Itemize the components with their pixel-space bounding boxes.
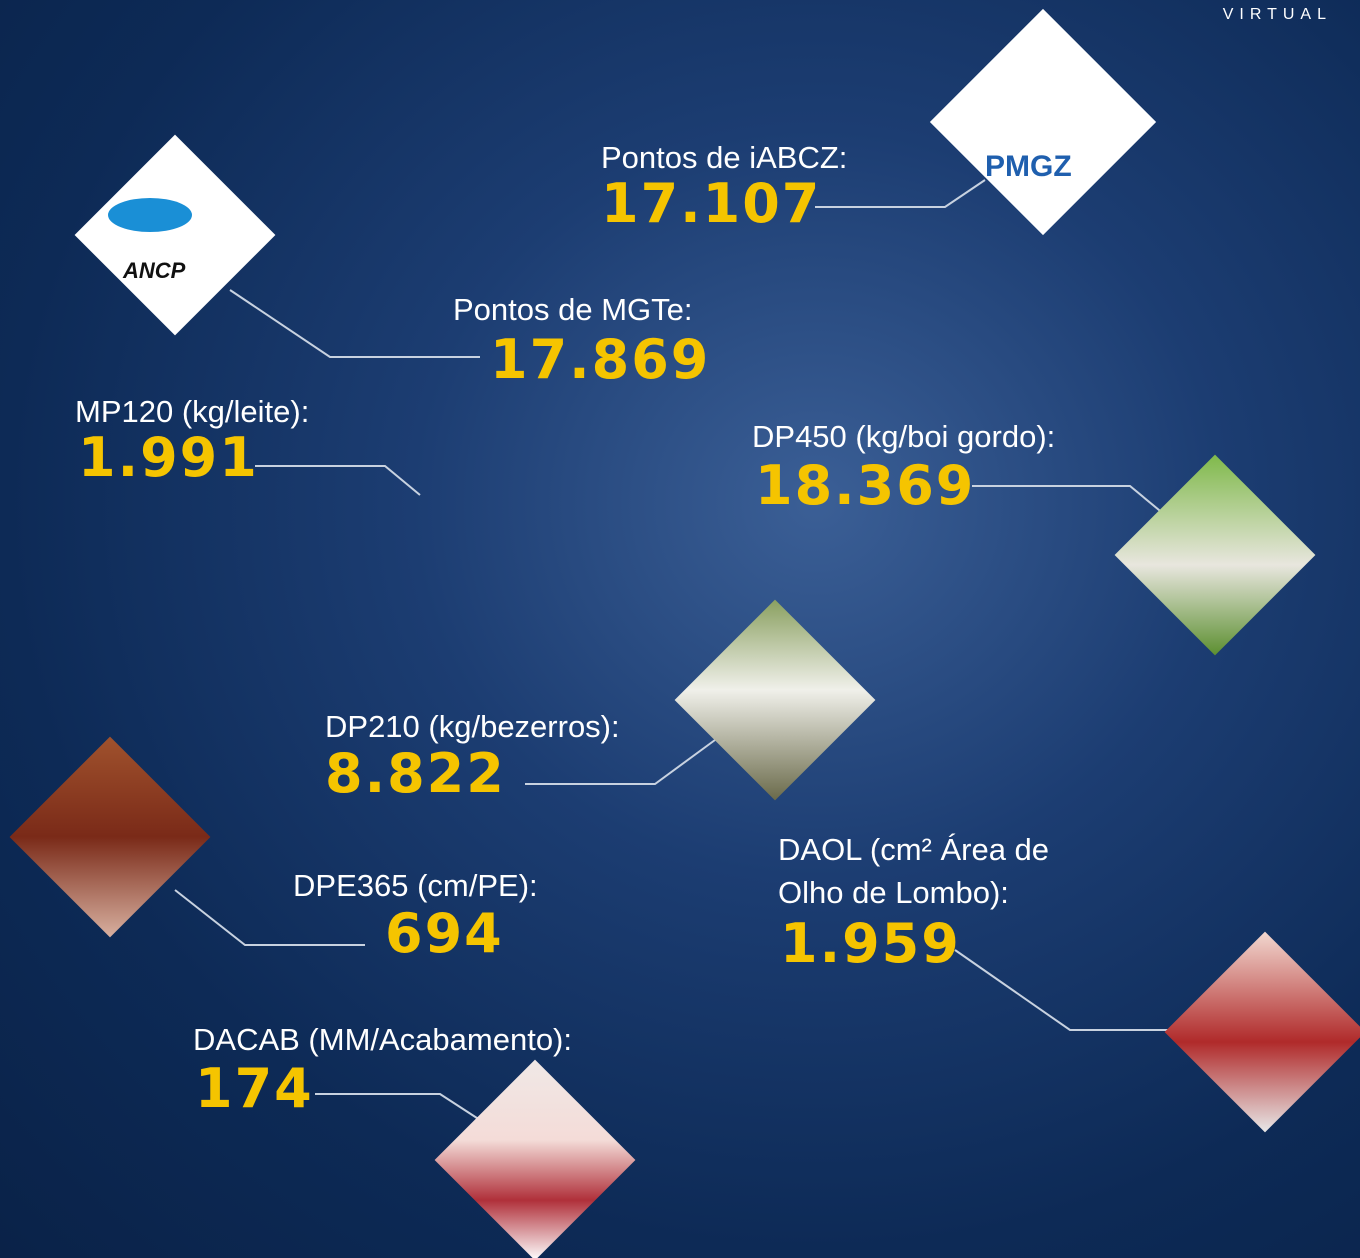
connector — [955, 950, 1170, 1030]
label: DP210 (kg/bezerros): — [325, 709, 620, 745]
value: 8.822 — [325, 742, 506, 805]
label: DP450 (kg/boi gordo): — [752, 419, 1055, 455]
value: 174 — [195, 1057, 314, 1120]
label: Pontos de iABCZ: — [601, 140, 847, 176]
connector — [815, 180, 985, 207]
value: 18.369 — [755, 454, 975, 517]
label: DAOL (cm² Área de — [778, 832, 1049, 868]
value: 1.959 — [780, 912, 961, 975]
connector — [230, 290, 480, 357]
logo-text: PMGZ — [985, 150, 1072, 184]
value: 694 — [385, 902, 504, 965]
logo-text: ANCP — [123, 258, 185, 284]
label: DACAB (MM/Acabamento): — [193, 1022, 572, 1058]
label: Olho de Lombo): — [778, 875, 1009, 911]
connector — [972, 486, 1165, 515]
label: DPE365 (cm/PE): — [293, 868, 538, 904]
infographic: VIRTUAL PMGZ ANCP Pontos de iABCZ: 17.10… — [0, 0, 1360, 1258]
value: 17.107 — [601, 172, 821, 235]
connector — [315, 1094, 480, 1120]
value: 17.869 — [490, 328, 710, 391]
connector — [525, 740, 715, 784]
label: MP120 (kg/leite): — [75, 394, 309, 430]
label: Pontos de MGTe: — [453, 292, 693, 328]
value: 1.991 — [78, 426, 259, 489]
logo-icon — [108, 198, 192, 232]
